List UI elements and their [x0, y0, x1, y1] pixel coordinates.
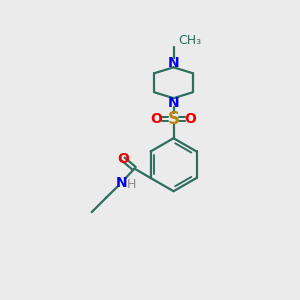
- Text: N: N: [168, 96, 179, 110]
- Text: N: N: [115, 176, 127, 190]
- Text: O: O: [117, 152, 129, 166]
- Text: O: O: [185, 112, 197, 126]
- Text: O: O: [151, 112, 162, 126]
- Text: CH₃: CH₃: [178, 34, 201, 47]
- Text: S: S: [168, 110, 180, 128]
- Text: N: N: [168, 56, 179, 70]
- Text: H: H: [127, 178, 136, 191]
